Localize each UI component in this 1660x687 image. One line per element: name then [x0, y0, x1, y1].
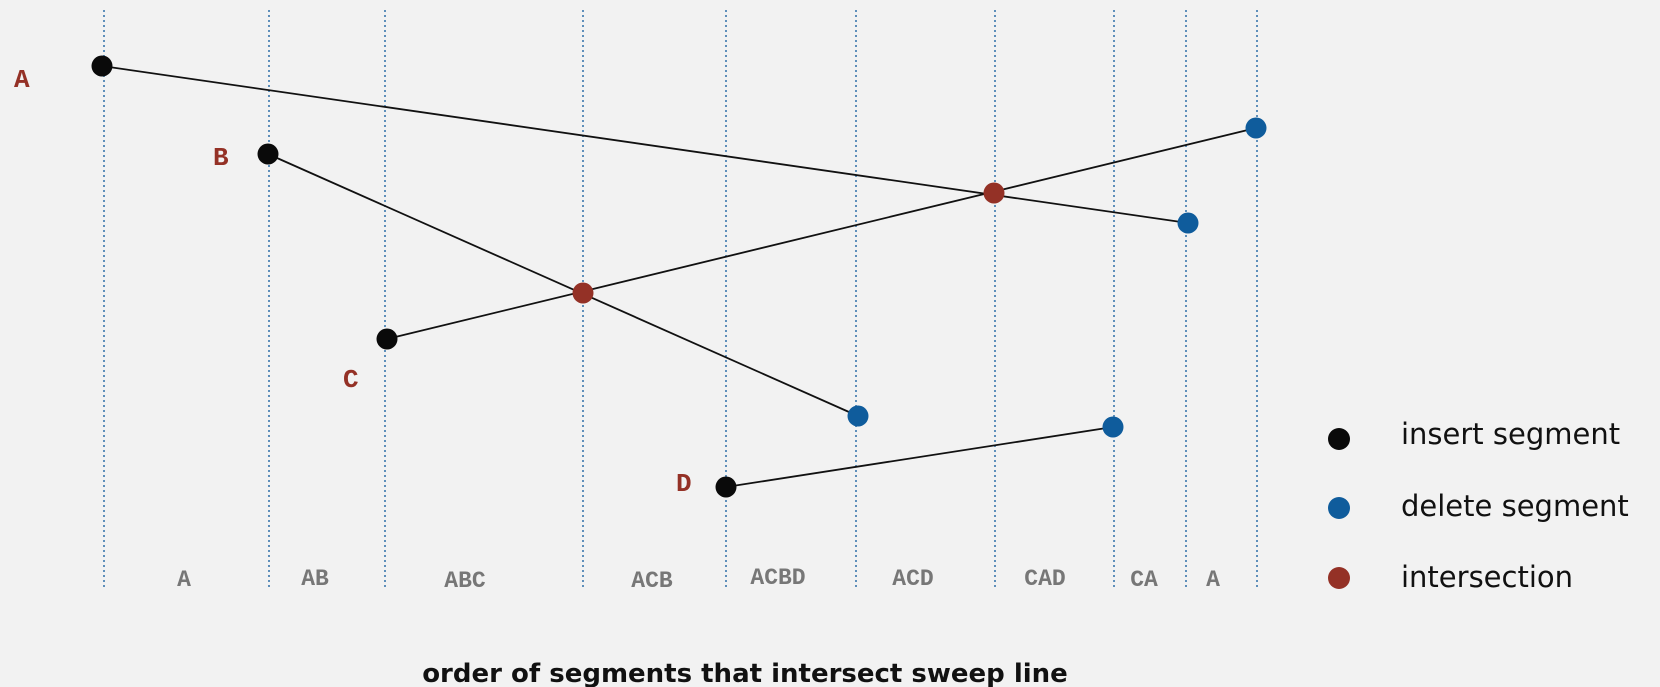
segment-d [725, 426, 1114, 488]
order-label: CA [1130, 567, 1158, 593]
event-points [91, 55, 1267, 498]
legend-delete-label: delete segment [1401, 489, 1629, 523]
order-label: ABC [444, 568, 486, 594]
segment-c [386, 127, 1257, 340]
order-label: CAD [1024, 566, 1065, 592]
segment-label-d: D [676, 469, 692, 499]
caption: order of segments that intersect sweep l… [422, 659, 1068, 687]
legend-insert-icon [1328, 428, 1350, 450]
legend-intersection-icon [1328, 567, 1350, 589]
order-labels: A AB ABC ACB ACBD ACD CAD CA A [177, 565, 1220, 594]
legend: insert segment delete segment intersecti… [1328, 417, 1629, 594]
segment-b [267, 153, 859, 417]
order-label: A [177, 567, 191, 593]
insert-point-c [376, 328, 398, 350]
insert-point-a [91, 55, 113, 77]
order-label: AB [301, 566, 329, 592]
order-label: ACD [892, 566, 933, 592]
legend-insert-label: insert segment [1401, 417, 1620, 451]
delete-point-a [1177, 212, 1199, 234]
delete-point-d [1102, 416, 1124, 438]
order-label: ACB [631, 568, 673, 594]
segment-label-a: A [14, 65, 30, 95]
segment-label-c: C [343, 365, 359, 395]
segment-label-b: B [213, 143, 229, 173]
delete-point-c [1245, 117, 1267, 139]
intersection-point-bc [572, 282, 594, 304]
segment-labels: A B C D [14, 65, 692, 499]
insert-point-b [257, 143, 279, 165]
insert-point-d [715, 476, 737, 498]
legend-intersection-label: intersection [1401, 560, 1573, 594]
order-label: A [1206, 567, 1220, 593]
delete-point-b [847, 405, 869, 427]
sweep-lines [103, 10, 1258, 590]
segments [101, 65, 1257, 488]
legend-delete-icon [1328, 497, 1350, 519]
order-label: ACBD [750, 565, 805, 591]
segment-a [101, 65, 1189, 224]
intersection-point-ac [983, 182, 1005, 204]
